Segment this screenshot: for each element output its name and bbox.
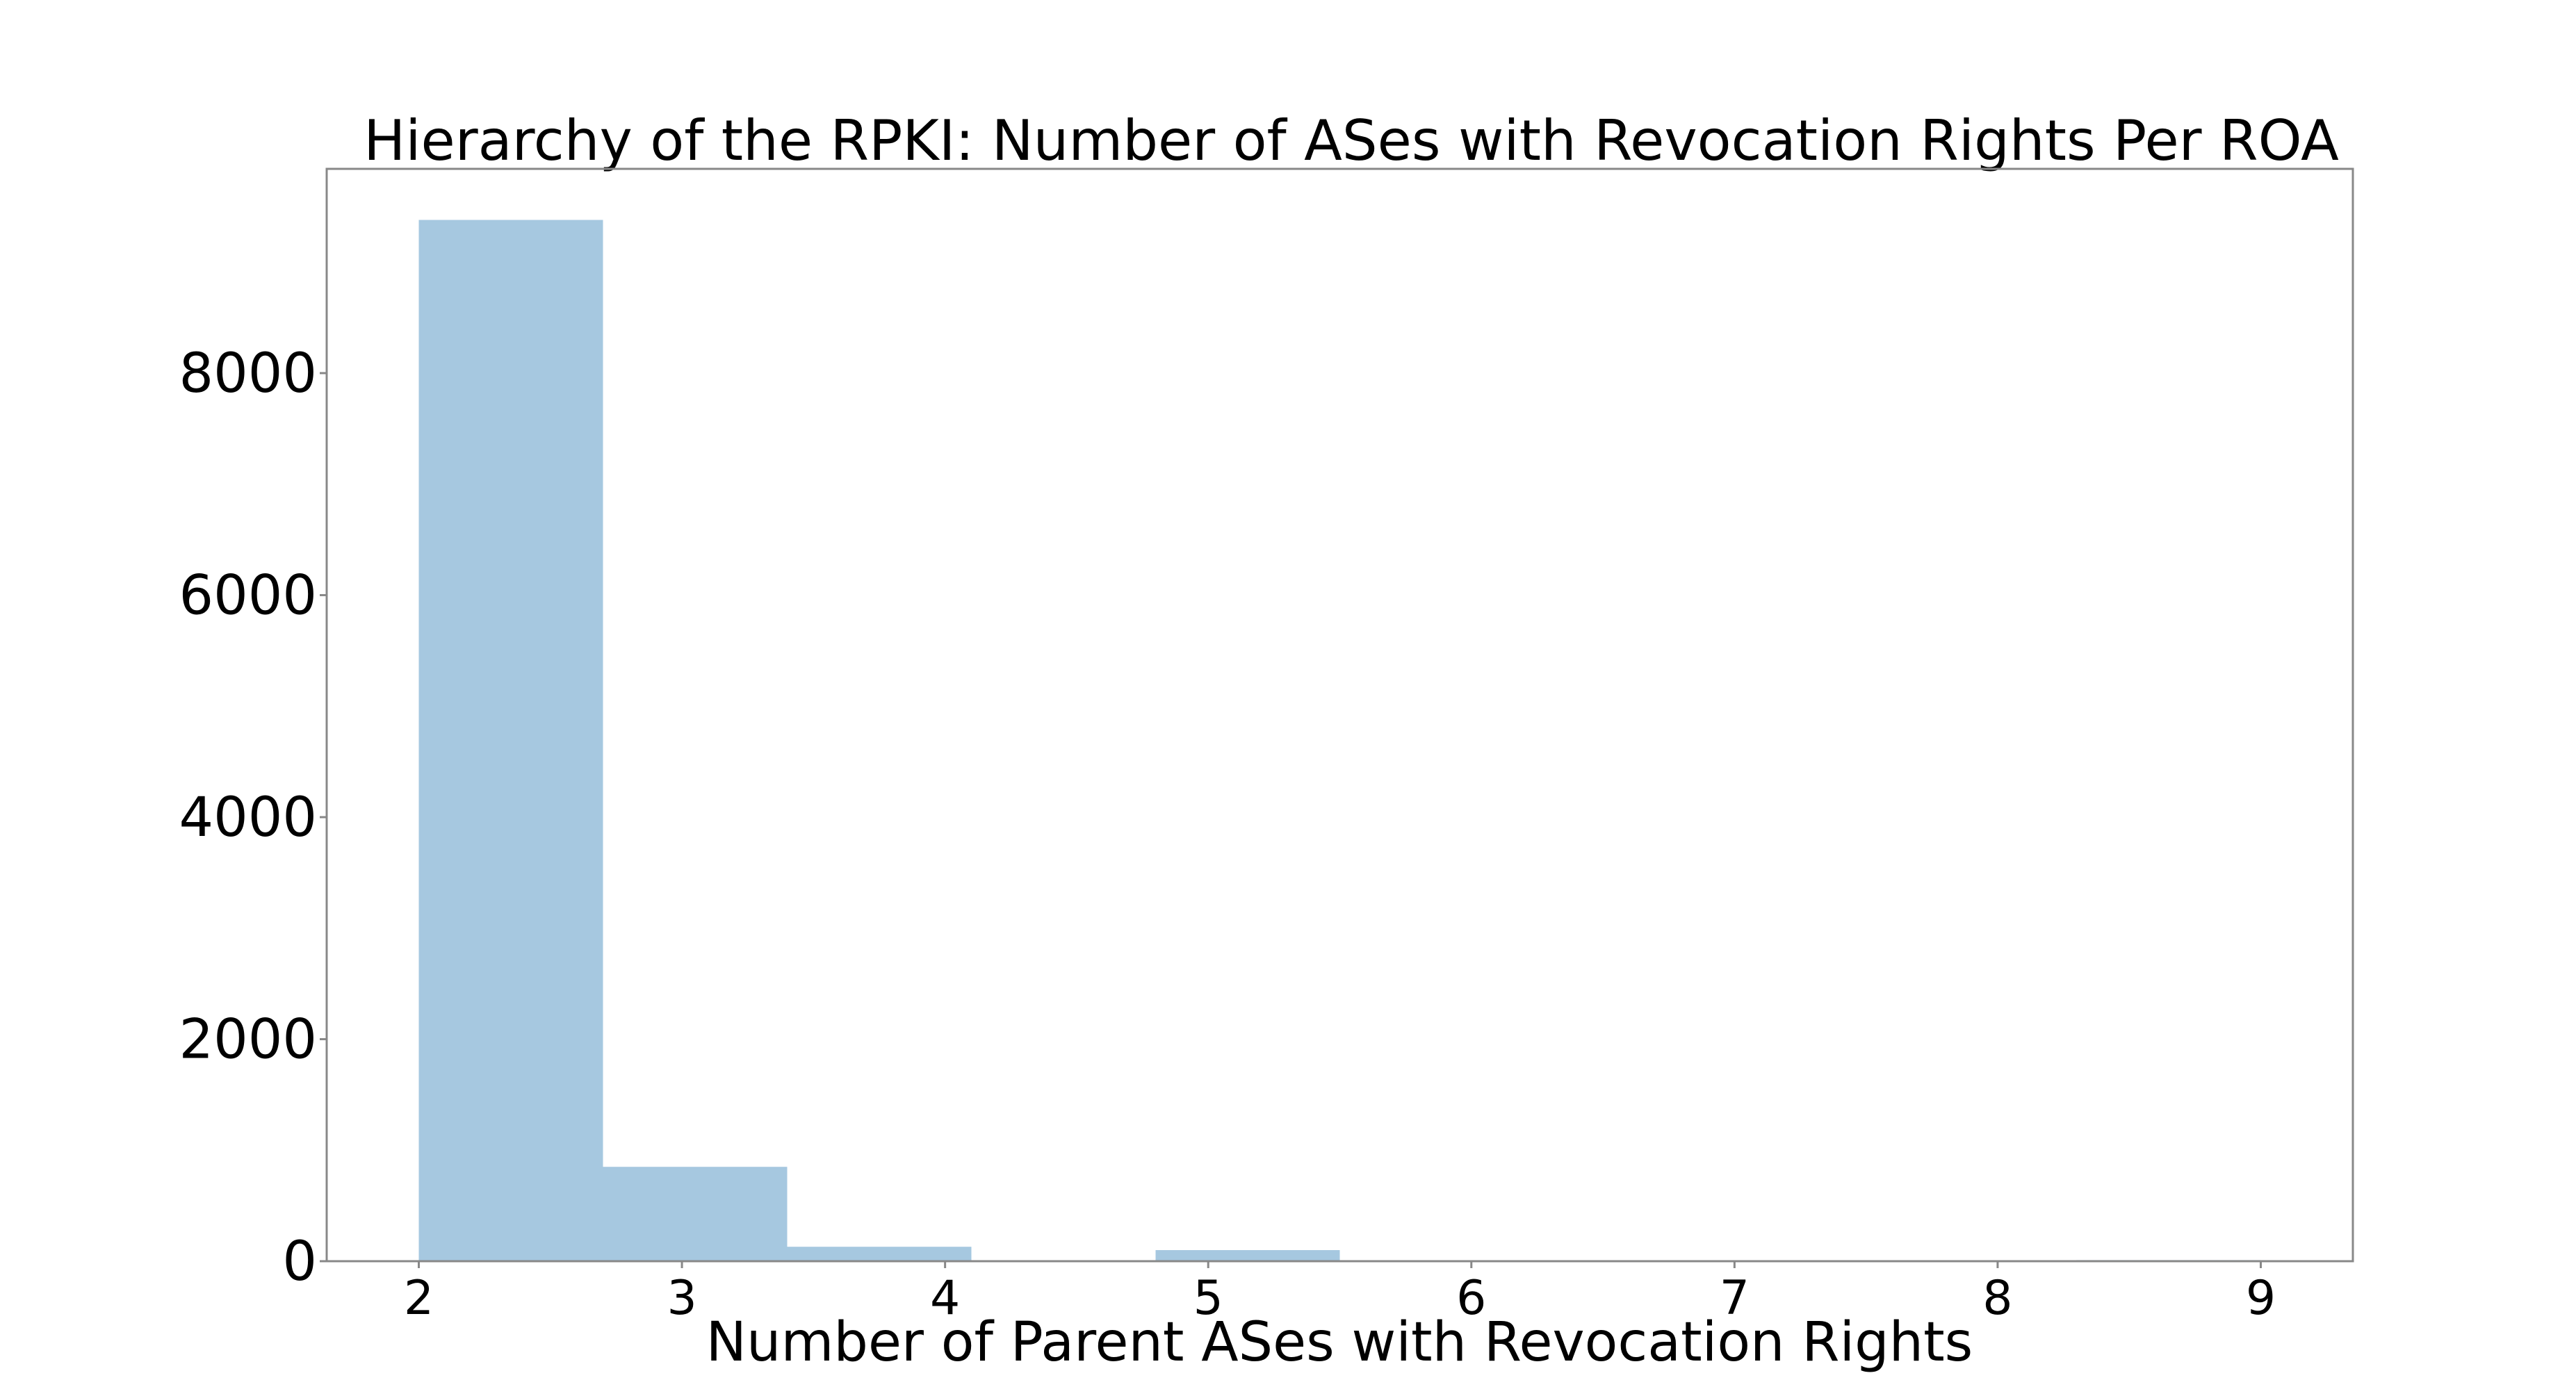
y-tick-label-0: 0 (282, 1231, 317, 1293)
x-tick-label-4: 6 (1456, 1271, 1486, 1326)
plot-frame (325, 167, 2354, 1263)
x-tick-label-6: 8 (1982, 1271, 2012, 1326)
y-tick-label-1: 2000 (179, 1008, 317, 1071)
x-tick-label-3: 5 (1193, 1271, 1223, 1326)
x-axis-ticks: 2 3 4 5 6 7 8 9 (404, 1261, 2276, 1326)
y-tick-label-3: 6000 (179, 564, 317, 627)
histogram-bar-1 (603, 1167, 788, 1261)
x-tick-label-2: 4 (930, 1271, 960, 1326)
x-tick-label-5: 7 (1720, 1271, 1750, 1326)
x-axis-label: Number of Parent ASes with Revocation Ri… (706, 1311, 1973, 1374)
y-axis-ticks: 0 2000 4000 6000 8000 (179, 343, 327, 1293)
x-tick-label-1: 3 (667, 1271, 696, 1326)
chart-title: Hierarchy of the RPKI: Number of ASes wi… (364, 108, 2339, 173)
bars-group (418, 220, 2261, 1261)
histogram-bar-4 (1155, 1250, 1340, 1261)
y-tick-label-4: 8000 (179, 343, 317, 405)
histogram-bar-2 (787, 1247, 972, 1261)
y-tick-label-2: 4000 (179, 787, 317, 849)
x-tick-label-7: 9 (2246, 1271, 2276, 1326)
histogram-bar-0 (418, 220, 603, 1261)
x-tick-label-0: 2 (404, 1271, 434, 1326)
